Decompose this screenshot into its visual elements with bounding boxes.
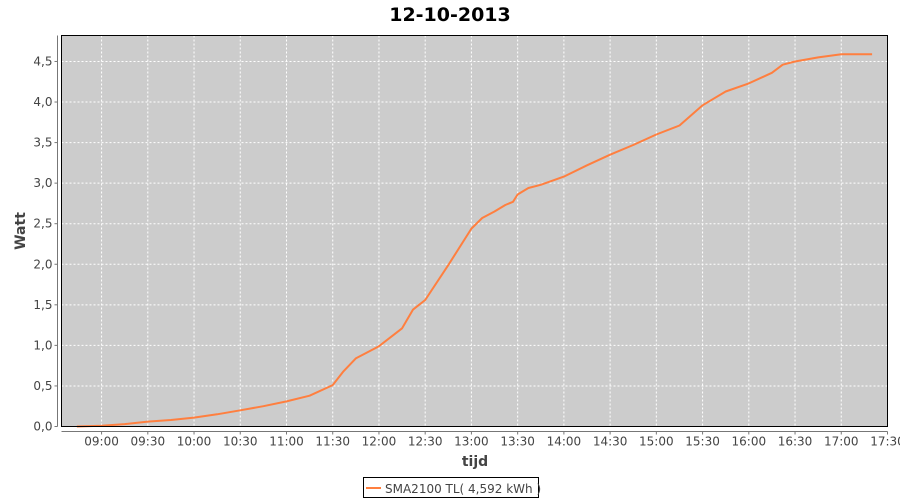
- legend-label: SMA2100 TL( 4,592 kWh ): [385, 482, 541, 496]
- x-tick-label: 09:00: [84, 435, 119, 449]
- chart-title: 12-10-2013: [389, 4, 511, 26]
- plot-area: [62, 36, 888, 427]
- legend: SMA2100 TL( 4,592 kWh ): [364, 478, 542, 498]
- y-tick-label: 0,0: [33, 420, 52, 434]
- y-tick-label: 3,5: [33, 136, 52, 150]
- x-tick-label: 12:00: [362, 435, 397, 449]
- x-tick-label: 13:00: [454, 435, 489, 449]
- y-tick-label: 4,5: [33, 54, 52, 68]
- y-tick-label: 0,5: [33, 379, 52, 393]
- y-tick-label: 1,0: [33, 338, 52, 352]
- x-tick-label: 16:30: [778, 435, 813, 449]
- x-axis: 09:00 09:30 10:00 10:30 11:00 11:30 12:00 12:30…: [62, 432, 900, 449]
- x-tick-label: 15:00: [639, 435, 674, 449]
- x-tick-label: 17:00: [824, 435, 859, 449]
- x-tick-label: 11:00: [269, 435, 304, 449]
- x-tick-label: 13:30: [500, 435, 535, 449]
- x-tick-label: 10:00: [177, 435, 212, 449]
- y-tick-label: 4,0: [33, 95, 52, 109]
- y-tick-label: 2,0: [33, 257, 52, 271]
- x-tick-label: 14:00: [547, 435, 582, 449]
- y-tick-label: 3,0: [33, 176, 52, 190]
- x-tick-label: 10:30: [223, 435, 258, 449]
- x-axis-label: tijd: [462, 454, 488, 470]
- y-tick-label: 1,5: [33, 298, 52, 312]
- x-tick-label: 15:30: [685, 435, 720, 449]
- x-tick-label: 11:30: [315, 435, 350, 449]
- y-tick-label: 2,5: [33, 217, 52, 231]
- x-tick-label: 09:30: [131, 435, 166, 449]
- y-axis-label: Watt: [13, 212, 29, 250]
- x-tick-label: 14:30: [593, 435, 628, 449]
- x-tick-label: 16:00: [732, 435, 767, 449]
- y-axis: 0,0 0,5 1,0 1,5 2,0 2,5 3,0 3,5 4,0 4,5: [33, 36, 57, 434]
- x-tick-label: 12:30: [408, 435, 443, 449]
- x-tick-label: 17:30: [870, 435, 900, 449]
